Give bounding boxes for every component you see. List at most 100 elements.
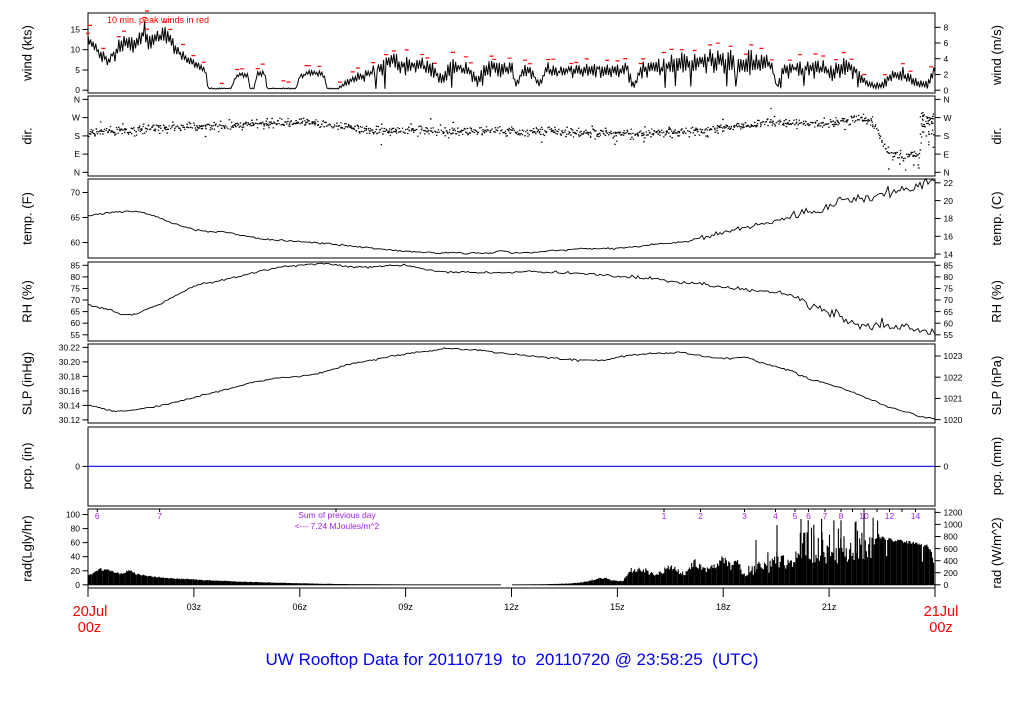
svg-text:pcp. (in): pcp. (in) — [20, 443, 35, 490]
svg-text:15z: 15z — [610, 602, 625, 612]
svg-text:7: 7 — [157, 511, 162, 521]
svg-text:80: 80 — [944, 272, 954, 282]
svg-text:16: 16 — [944, 232, 954, 242]
svg-text:09z: 09z — [398, 602, 413, 612]
svg-text:20: 20 — [944, 196, 954, 206]
svg-text:60: 60 — [944, 318, 954, 328]
svg-text:10 min. peak winds in red: 10 min. peak winds in red — [107, 15, 209, 25]
svg-text:Sum of previous day: Sum of previous day — [298, 510, 376, 520]
svg-text:pcp. (mm): pcp. (mm) — [989, 437, 1004, 496]
svg-text:65: 65 — [71, 307, 81, 317]
svg-text:2: 2 — [944, 70, 949, 80]
svg-text:S: S — [74, 131, 80, 141]
svg-text:70: 70 — [944, 295, 954, 305]
svg-text:70: 70 — [71, 295, 81, 305]
svg-text:20: 20 — [71, 566, 81, 576]
svg-text:5: 5 — [793, 511, 798, 521]
svg-text:dir.: dir. — [989, 127, 1004, 144]
svg-text:03z: 03z — [187, 602, 202, 612]
svg-text:100: 100 — [66, 510, 80, 520]
svg-text:5: 5 — [75, 65, 80, 75]
svg-text:4: 4 — [773, 511, 778, 521]
svg-text:70: 70 — [71, 188, 81, 198]
svg-text:W: W — [72, 113, 80, 123]
svg-text:1020: 1020 — [944, 415, 963, 425]
svg-text:15: 15 — [71, 25, 81, 35]
svg-text:60: 60 — [71, 318, 81, 328]
svg-text:E: E — [74, 149, 80, 159]
svg-text:temp. (F): temp. (F) — [20, 192, 35, 245]
svg-text:dir.: dir. — [20, 127, 35, 144]
svg-text:06z: 06z — [293, 602, 308, 612]
svg-text:30.12: 30.12 — [59, 415, 81, 425]
svg-text:S: S — [944, 131, 950, 141]
svg-text:800: 800 — [944, 532, 958, 542]
svg-text:80: 80 — [71, 524, 81, 534]
svg-text:1: 1 — [662, 511, 667, 521]
svg-text:1000: 1000 — [944, 520, 963, 530]
svg-text:N: N — [74, 94, 80, 104]
svg-text:0: 0 — [944, 85, 949, 95]
svg-text:14: 14 — [911, 511, 921, 521]
svg-text:0: 0 — [944, 580, 949, 590]
svg-text:21Jul: 21Jul — [924, 604, 959, 620]
svg-text:21z: 21z — [822, 602, 837, 612]
svg-text:0: 0 — [944, 462, 949, 472]
svg-text:SLP (hPa): SLP (hPa) — [989, 356, 1004, 416]
svg-text:85: 85 — [71, 260, 81, 270]
svg-text:0: 0 — [75, 461, 80, 471]
svg-text:1023: 1023 — [944, 351, 963, 361]
svg-text:RH (%): RH (%) — [989, 280, 1004, 323]
svg-text:60: 60 — [71, 538, 81, 548]
svg-text:600: 600 — [944, 544, 958, 554]
svg-text:6: 6 — [95, 511, 100, 521]
svg-text:30.16: 30.16 — [59, 386, 81, 396]
svg-text:2: 2 — [698, 511, 703, 521]
svg-text:7: 7 — [823, 511, 828, 521]
svg-text:6: 6 — [944, 38, 949, 48]
svg-text:0: 0 — [75, 580, 80, 590]
svg-text:0: 0 — [75, 85, 80, 95]
svg-text:14: 14 — [944, 249, 954, 259]
svg-text:10: 10 — [859, 511, 869, 521]
svg-text:rad (W/m^2): rad (W/m^2) — [989, 517, 1004, 588]
svg-text:12z: 12z — [504, 602, 519, 612]
svg-text:18z: 18z — [716, 602, 731, 612]
svg-text:N: N — [944, 95, 950, 105]
svg-text:55: 55 — [71, 330, 81, 340]
svg-text:200: 200 — [944, 568, 958, 578]
svg-text:E: E — [944, 149, 950, 159]
svg-text:1022: 1022 — [944, 372, 963, 382]
svg-text:22: 22 — [944, 178, 954, 188]
svg-text:00z: 00z — [929, 620, 952, 636]
svg-text:75: 75 — [71, 284, 81, 294]
svg-text:3: 3 — [742, 511, 747, 521]
svg-text:8: 8 — [839, 511, 844, 521]
svg-text:SLP (inHg): SLP (inHg) — [20, 352, 35, 415]
svg-text:4: 4 — [944, 54, 949, 64]
svg-text:1200: 1200 — [944, 508, 963, 518]
svg-text:rad(Lgly/hr): rad(Lgly/hr) — [20, 515, 35, 581]
svg-text:18: 18 — [944, 214, 954, 224]
svg-text:temp. (C): temp. (C) — [989, 191, 1004, 245]
svg-text:1021: 1021 — [944, 394, 963, 404]
svg-text:30.22: 30.22 — [59, 342, 81, 352]
svg-text:wind (kts): wind (kts) — [20, 25, 35, 82]
svg-text:65: 65 — [71, 213, 81, 223]
svg-text:30.14: 30.14 — [59, 400, 81, 410]
svg-text:85: 85 — [944, 261, 954, 271]
svg-text:W: W — [944, 113, 952, 123]
svg-text:60: 60 — [71, 238, 81, 248]
svg-text:8: 8 — [944, 23, 949, 33]
svg-text:75: 75 — [944, 284, 954, 294]
svg-text:<--- 7.24 MJoules/m^2: <--- 7.24 MJoules/m^2 — [295, 521, 380, 531]
svg-text:N: N — [74, 167, 80, 177]
svg-text:6: 6 — [806, 511, 811, 521]
svg-text:30.18: 30.18 — [59, 371, 81, 381]
svg-text:30.20: 30.20 — [59, 357, 81, 367]
svg-text:N: N — [944, 168, 950, 178]
svg-text:20Jul: 20Jul — [73, 604, 108, 620]
svg-text:RH (%): RH (%) — [20, 280, 35, 323]
svg-text:80: 80 — [71, 272, 81, 282]
svg-text:65: 65 — [944, 307, 954, 317]
